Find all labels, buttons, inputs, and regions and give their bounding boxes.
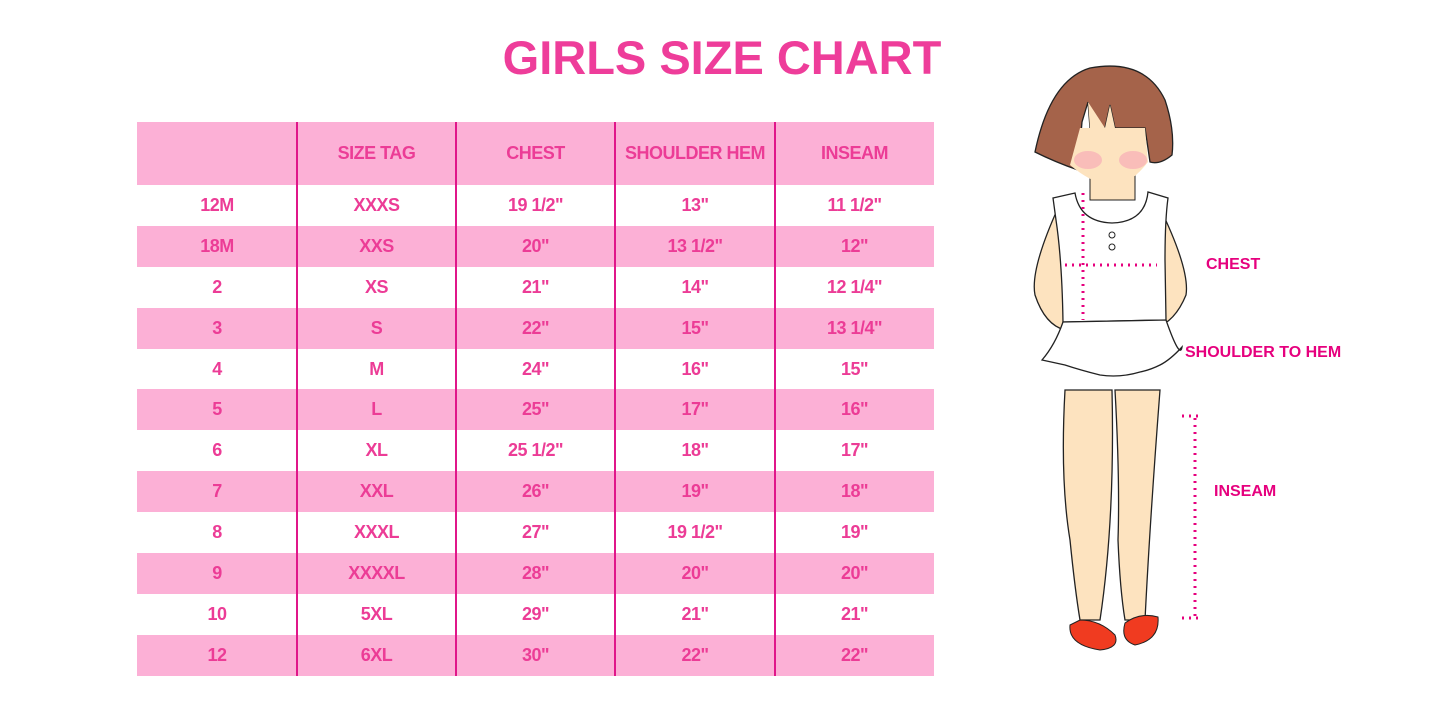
table-cell: 5XL	[360, 603, 393, 624]
table-cell: 27"	[521, 522, 550, 543]
table-row: 6 XL 25 1/2" 18" 17"	[137, 430, 934, 471]
table-cell: 21"	[840, 603, 869, 624]
table-cell: 21"	[521, 276, 550, 297]
table-row: 8 XXXL 27" 19 1/2" 19"	[137, 512, 934, 553]
table-row: 12 6XL 30" 22" 22"	[137, 634, 934, 676]
column-divider	[614, 122, 616, 676]
table-cell: 3	[212, 317, 222, 338]
table-cell: 13 1/2"	[667, 235, 723, 256]
table-cell: 15"	[681, 317, 709, 338]
table-cell: 28"	[521, 562, 550, 583]
table-cell: 17"	[840, 440, 869, 461]
table-row: 7 XXL 26" 19" 18"	[137, 471, 934, 513]
table-cell: 25 1/2"	[507, 440, 564, 461]
table-row: 2 XS 21" 14" 12 1/4"	[137, 267, 934, 308]
table-row: 4 M 24" 16" 15"	[137, 349, 934, 390]
table-cell: 26"	[521, 481, 550, 502]
column-header: SIZE TAG	[337, 143, 416, 163]
table-cell: 7	[212, 481, 222, 502]
page-title: GIRLS SIZE CHART	[502, 31, 942, 84]
table-row: 18M XXS 20" 13 1/2" 12"	[137, 225, 934, 267]
table-row: 10 5XL 29" 21" 21"	[137, 594, 934, 635]
table-row: 3 S 22" 15" 13 1/4"	[137, 307, 934, 349]
column-divider	[455, 122, 457, 676]
table-cell: 15"	[840, 358, 869, 379]
table-cell: L	[371, 399, 382, 420]
sleeveless-top	[1052, 191, 1169, 323]
table-cell: 25"	[521, 399, 550, 420]
column-header: INSEAM	[820, 143, 889, 163]
table-cell: 4	[212, 358, 222, 379]
table-cell: 2	[212, 276, 222, 297]
table-cell: XXL	[359, 481, 394, 502]
table-cell: 16"	[840, 399, 869, 420]
legs	[1062, 389, 1161, 621]
table-cell: S	[370, 317, 383, 338]
table-header-row: SIZE TAG CHEST SHOULDER HEM INSEAM	[137, 122, 934, 185]
girl-figure-illustration	[1033, 65, 1202, 651]
table-cell: 6	[212, 440, 222, 461]
table-cell: 19 1/2"	[667, 522, 723, 543]
table-cell: 22"	[840, 644, 869, 665]
table-cell: 17"	[681, 399, 709, 420]
column-header: CHEST	[506, 143, 565, 163]
table-row: 12M XXXS 19 1/2" 13" 11 1/2"	[137, 185, 934, 226]
table-cell: 14"	[681, 276, 709, 297]
table-row: 9 XXXXL 28" 20" 20"	[137, 553, 934, 594]
table-cell: 12 1/4"	[826, 276, 883, 297]
table-cell: 16"	[681, 358, 709, 379]
table-cell: 19 1/2"	[507, 194, 564, 215]
table-cell: 20"	[840, 562, 869, 583]
table-cell: 20"	[681, 562, 709, 583]
measurement-illustration	[1020, 60, 1380, 675]
table-cell: 18M	[200, 235, 234, 256]
left-shoe	[1069, 619, 1117, 651]
shoulder-to-hem-label: SHOULDER TO HEM	[1185, 344, 1342, 361]
table-cell: 21"	[681, 603, 709, 624]
table-cell: 18"	[840, 481, 869, 502]
table-cell: 18"	[681, 440, 709, 461]
table-cell: 20"	[521, 235, 550, 256]
table-cell: 24"	[521, 358, 550, 379]
table-row: 5 L 25" 17" 16"	[137, 389, 934, 431]
table-cell: XL	[365, 440, 388, 461]
table-cell: XXXL	[353, 522, 400, 543]
table-cell: 9	[212, 562, 222, 583]
right-shoe	[1123, 615, 1159, 646]
table-cell: 13"	[681, 194, 709, 215]
table-cell: 10	[207, 603, 227, 624]
table-cell: 19"	[840, 522, 869, 543]
column-divider	[296, 122, 298, 676]
table-cell: 6XL	[360, 644, 393, 665]
size-table: SIZE TAG CHEST SHOULDER HEM INSEAM 12M XXXS 19…	[137, 122, 934, 676]
table-cell: 8	[212, 522, 222, 543]
table-cell: 12	[207, 644, 227, 665]
table-cell: XXXXL	[348, 562, 405, 583]
table-cell: 19"	[681, 481, 709, 502]
column-header: SHOULDER HEM	[624, 143, 766, 163]
chest-label: CHEST	[1206, 256, 1261, 273]
table-cell: XXXS	[353, 194, 400, 215]
ruffle-skirt	[1040, 319, 1183, 377]
table-cell: 5	[212, 399, 222, 420]
table-cell: 11 1/2"	[827, 194, 882, 215]
column-divider	[774, 122, 776, 676]
table-cell: 13 1/4"	[826, 317, 883, 338]
table-cell: 22"	[681, 644, 709, 665]
inseam-label: INSEAM	[1214, 483, 1277, 500]
table-cell: 22"	[521, 317, 550, 338]
table-cell: XS	[364, 276, 389, 297]
table-cell: 30"	[521, 644, 550, 665]
table-cell: XXS	[359, 235, 394, 256]
table-cell: 29"	[521, 603, 550, 624]
table-cell: 12"	[840, 235, 869, 256]
table-cell: 12M	[200, 194, 234, 215]
table-cell: M	[369, 358, 384, 379]
